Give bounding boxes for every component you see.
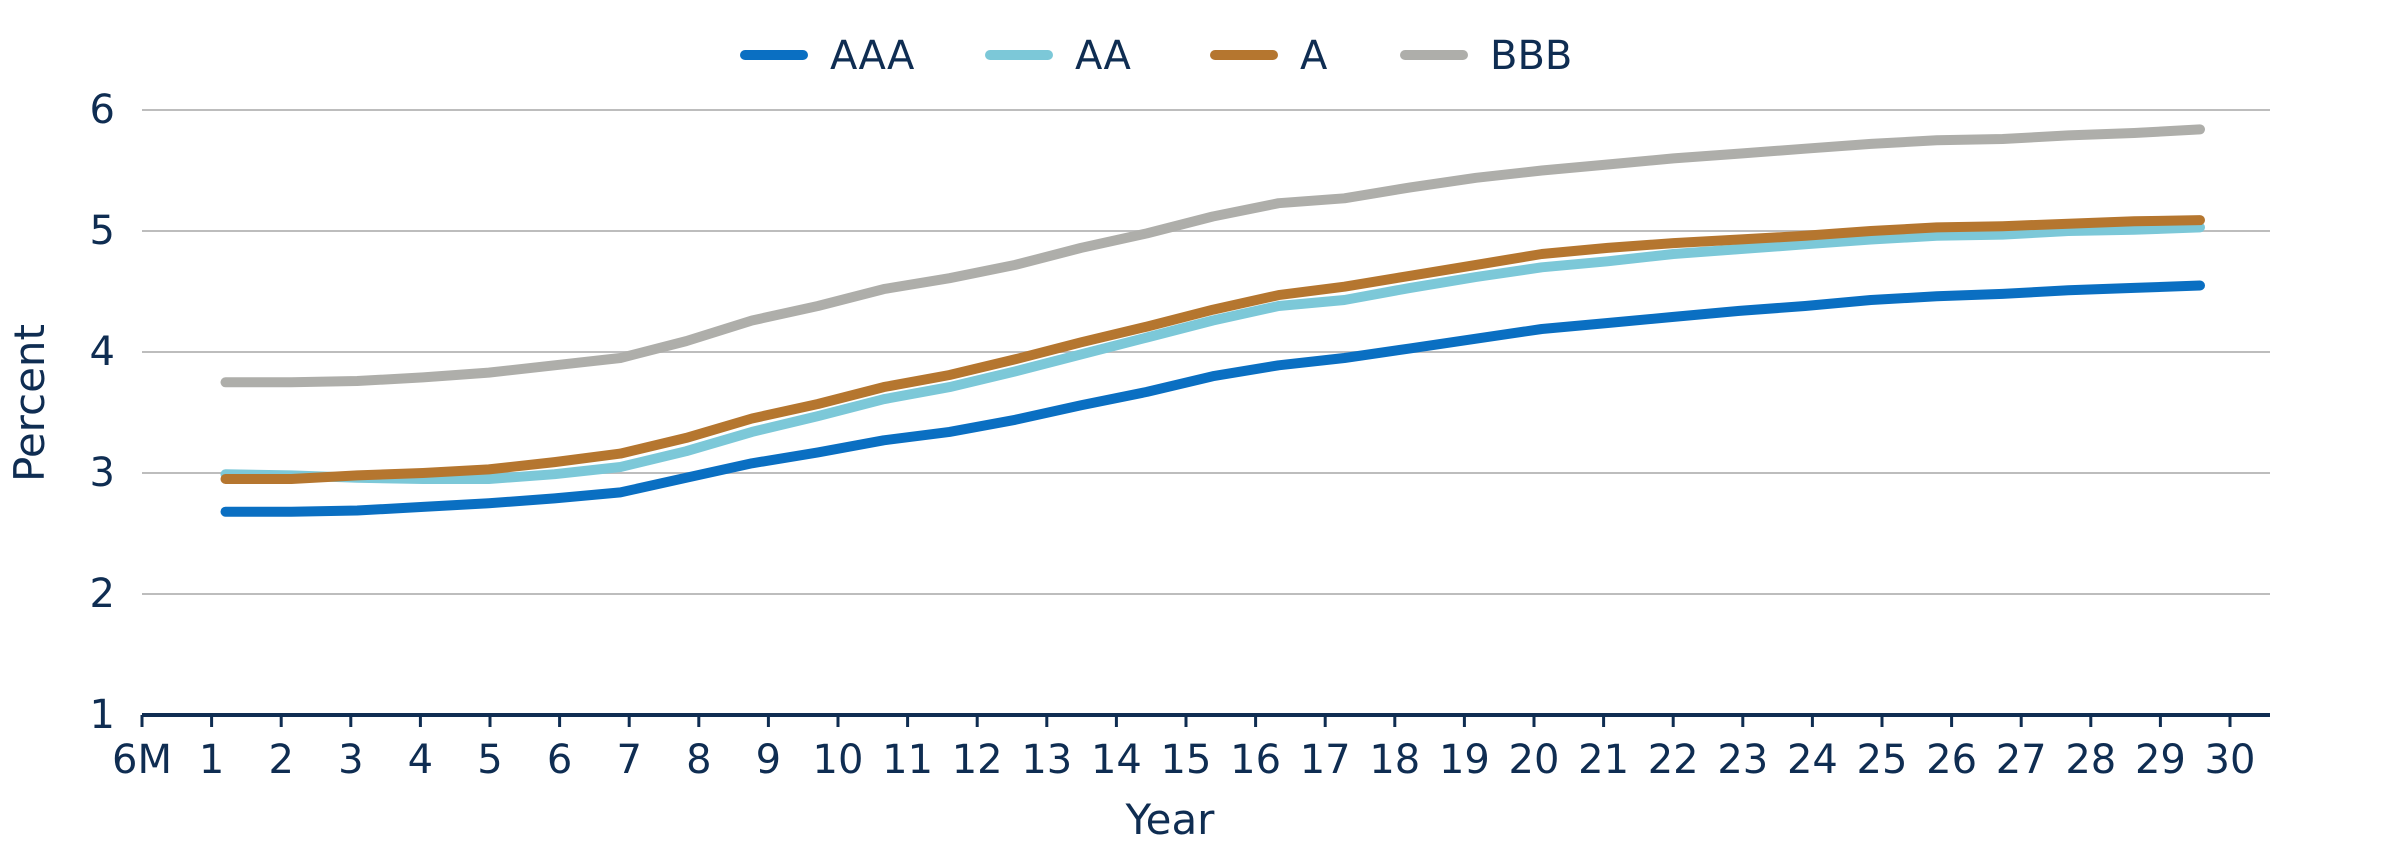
x-tick-label: 30 [2205,737,2256,783]
x-tick-label: 7 [616,737,641,783]
series-lines [220,124,2205,517]
series-line-a [220,215,2205,484]
x-tick-label: 18 [1369,737,1420,783]
legend-label-bbb: BBB [1490,33,1572,79]
y-tick-label: 4 [90,329,115,375]
x-tick-label: 28 [2065,737,2116,783]
x-tick-label: 5 [477,737,502,783]
x-tick-label: 29 [2135,737,2186,783]
x-tick-label: 9 [756,737,781,783]
x-tick-label: 8 [686,737,711,783]
x-tick-label: 20 [1509,737,1560,783]
x-tick-label: 17 [1300,737,1351,783]
x-axis-title: Year [1125,795,1216,844]
x-axis: 6M 1 2 3 4 5 6 7 8 9 10 11 12 13 14 15 16 17 18 19 20 21 22 23 2… [112,713,2270,783]
series-line-aaa [220,280,2205,517]
x-tick-label: 22 [1648,737,1699,783]
x-tick-label: 23 [1717,737,1768,783]
gridlines [142,109,2270,595]
x-tick-label: 15 [1161,737,1212,783]
x-tick-label: 24 [1787,737,1838,783]
legend-label-a: A [1300,33,1328,79]
x-tick-label: 13 [1021,737,1072,783]
y-tick-label: 3 [90,450,115,496]
y-tick-label: 2 [90,571,115,617]
x-tick-label: 1 [199,737,224,783]
x-tick-label: 14 [1091,737,1142,783]
x-tick-label: 21 [1578,737,1629,783]
x-tick-label: 19 [1439,737,1490,783]
x-tick-label: 10 [813,737,864,783]
legend-label-aa: AA [1075,33,1131,79]
y-tick-label: 5 [90,208,115,254]
x-tick-label: 6M [112,737,172,783]
series-line-aa [220,222,2205,484]
x-tick-label: 16 [1230,737,1281,783]
x-tick-label: 12 [952,737,1003,783]
x-tick-label: 11 [882,737,933,783]
x-tick-label: 27 [1996,737,2047,783]
y-tick-label: 6 [90,87,115,133]
legend-label-aaa: AAA [830,33,915,79]
x-tick-label: 25 [1857,737,1908,783]
y-axis-ticks: 1 2 3 4 5 6 [90,87,115,738]
x-tick-label: 6 [547,737,572,783]
x-tick-label: 4 [408,737,433,783]
x-tick-label: 2 [268,737,293,783]
x-tick-label: 3 [338,737,363,783]
series-line-bbb [220,124,2205,388]
x-tick-label: 26 [1926,737,1977,783]
legend: AAA AA A BBB [740,33,1572,79]
y-tick-label: 1 [90,692,115,738]
y-axis-title: Percent [5,324,54,482]
